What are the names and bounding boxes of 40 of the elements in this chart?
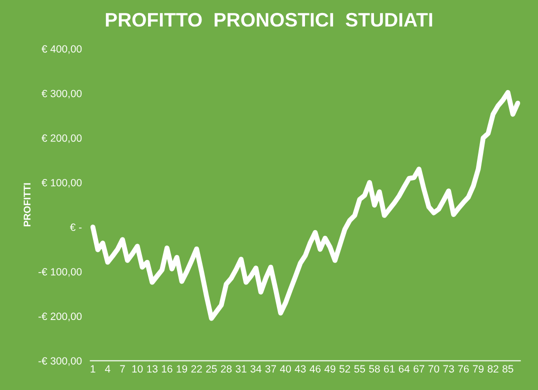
y-tick-label: -€ 200,00 [38, 312, 82, 322]
y-tick-label: € 200,00 [42, 134, 82, 143]
x-tick-label: 82 [488, 365, 498, 373]
x-tick-label: 85 [502, 365, 514, 373]
y-tick-label: -€ 100,00 [38, 268, 82, 277]
y-tick-label: € 100,00 [42, 178, 82, 188]
y-axis-title: PROFITTI [24, 183, 31, 226]
x-tick-label: 37 [265, 365, 276, 373]
x-tick-label: 61 [384, 365, 395, 373]
x-tick-label: 70 [428, 365, 440, 373]
x-tick-label: 76 [458, 365, 469, 373]
x-tick-label: 46 [310, 365, 321, 373]
x-tick-label: 1 [90, 365, 96, 372]
x-tick-label: 4 [105, 365, 110, 372]
x-tick-label: 79 [472, 365, 484, 373]
x-tick-label: 73 [443, 365, 454, 373]
x-tick-label: 43 [294, 365, 306, 373]
x-tick-label: 67 [414, 365, 424, 373]
x-tick-label: 31 [236, 365, 246, 373]
x-tick-label: 16 [162, 365, 172, 373]
x-tick-label: 25 [206, 365, 217, 373]
x-tick-label: 52 [339, 365, 350, 373]
x-tick-label: 64 [398, 365, 410, 373]
x-tick-label: 34 [250, 365, 262, 373]
x-tick-label: 19 [176, 365, 188, 373]
y-tick-label: € 400,00 [42, 45, 82, 54]
x-tick-label: 22 [191, 365, 202, 372]
x-tick-label: 13 [147, 365, 158, 373]
chart-title: PROFITTO PRONOSTICI STUDIATI [106, 12, 432, 27]
x-tick-label: 58 [369, 365, 380, 373]
x-tick-label: 49 [324, 365, 336, 373]
y-tick-label: -€ 300,00 [38, 357, 82, 366]
y-tick-label: € 300,00 [42, 90, 82, 98]
x-tick-label: 10 [132, 365, 143, 373]
x-tick-label: 7 [120, 365, 125, 372]
x-tick-label: 28 [220, 365, 232, 373]
line-series [90, 90, 520, 321]
y-tick-label: € - [70, 224, 82, 231]
x-tick-label: 40 [280, 365, 291, 373]
x-tick-label: 55 [354, 365, 366, 373]
